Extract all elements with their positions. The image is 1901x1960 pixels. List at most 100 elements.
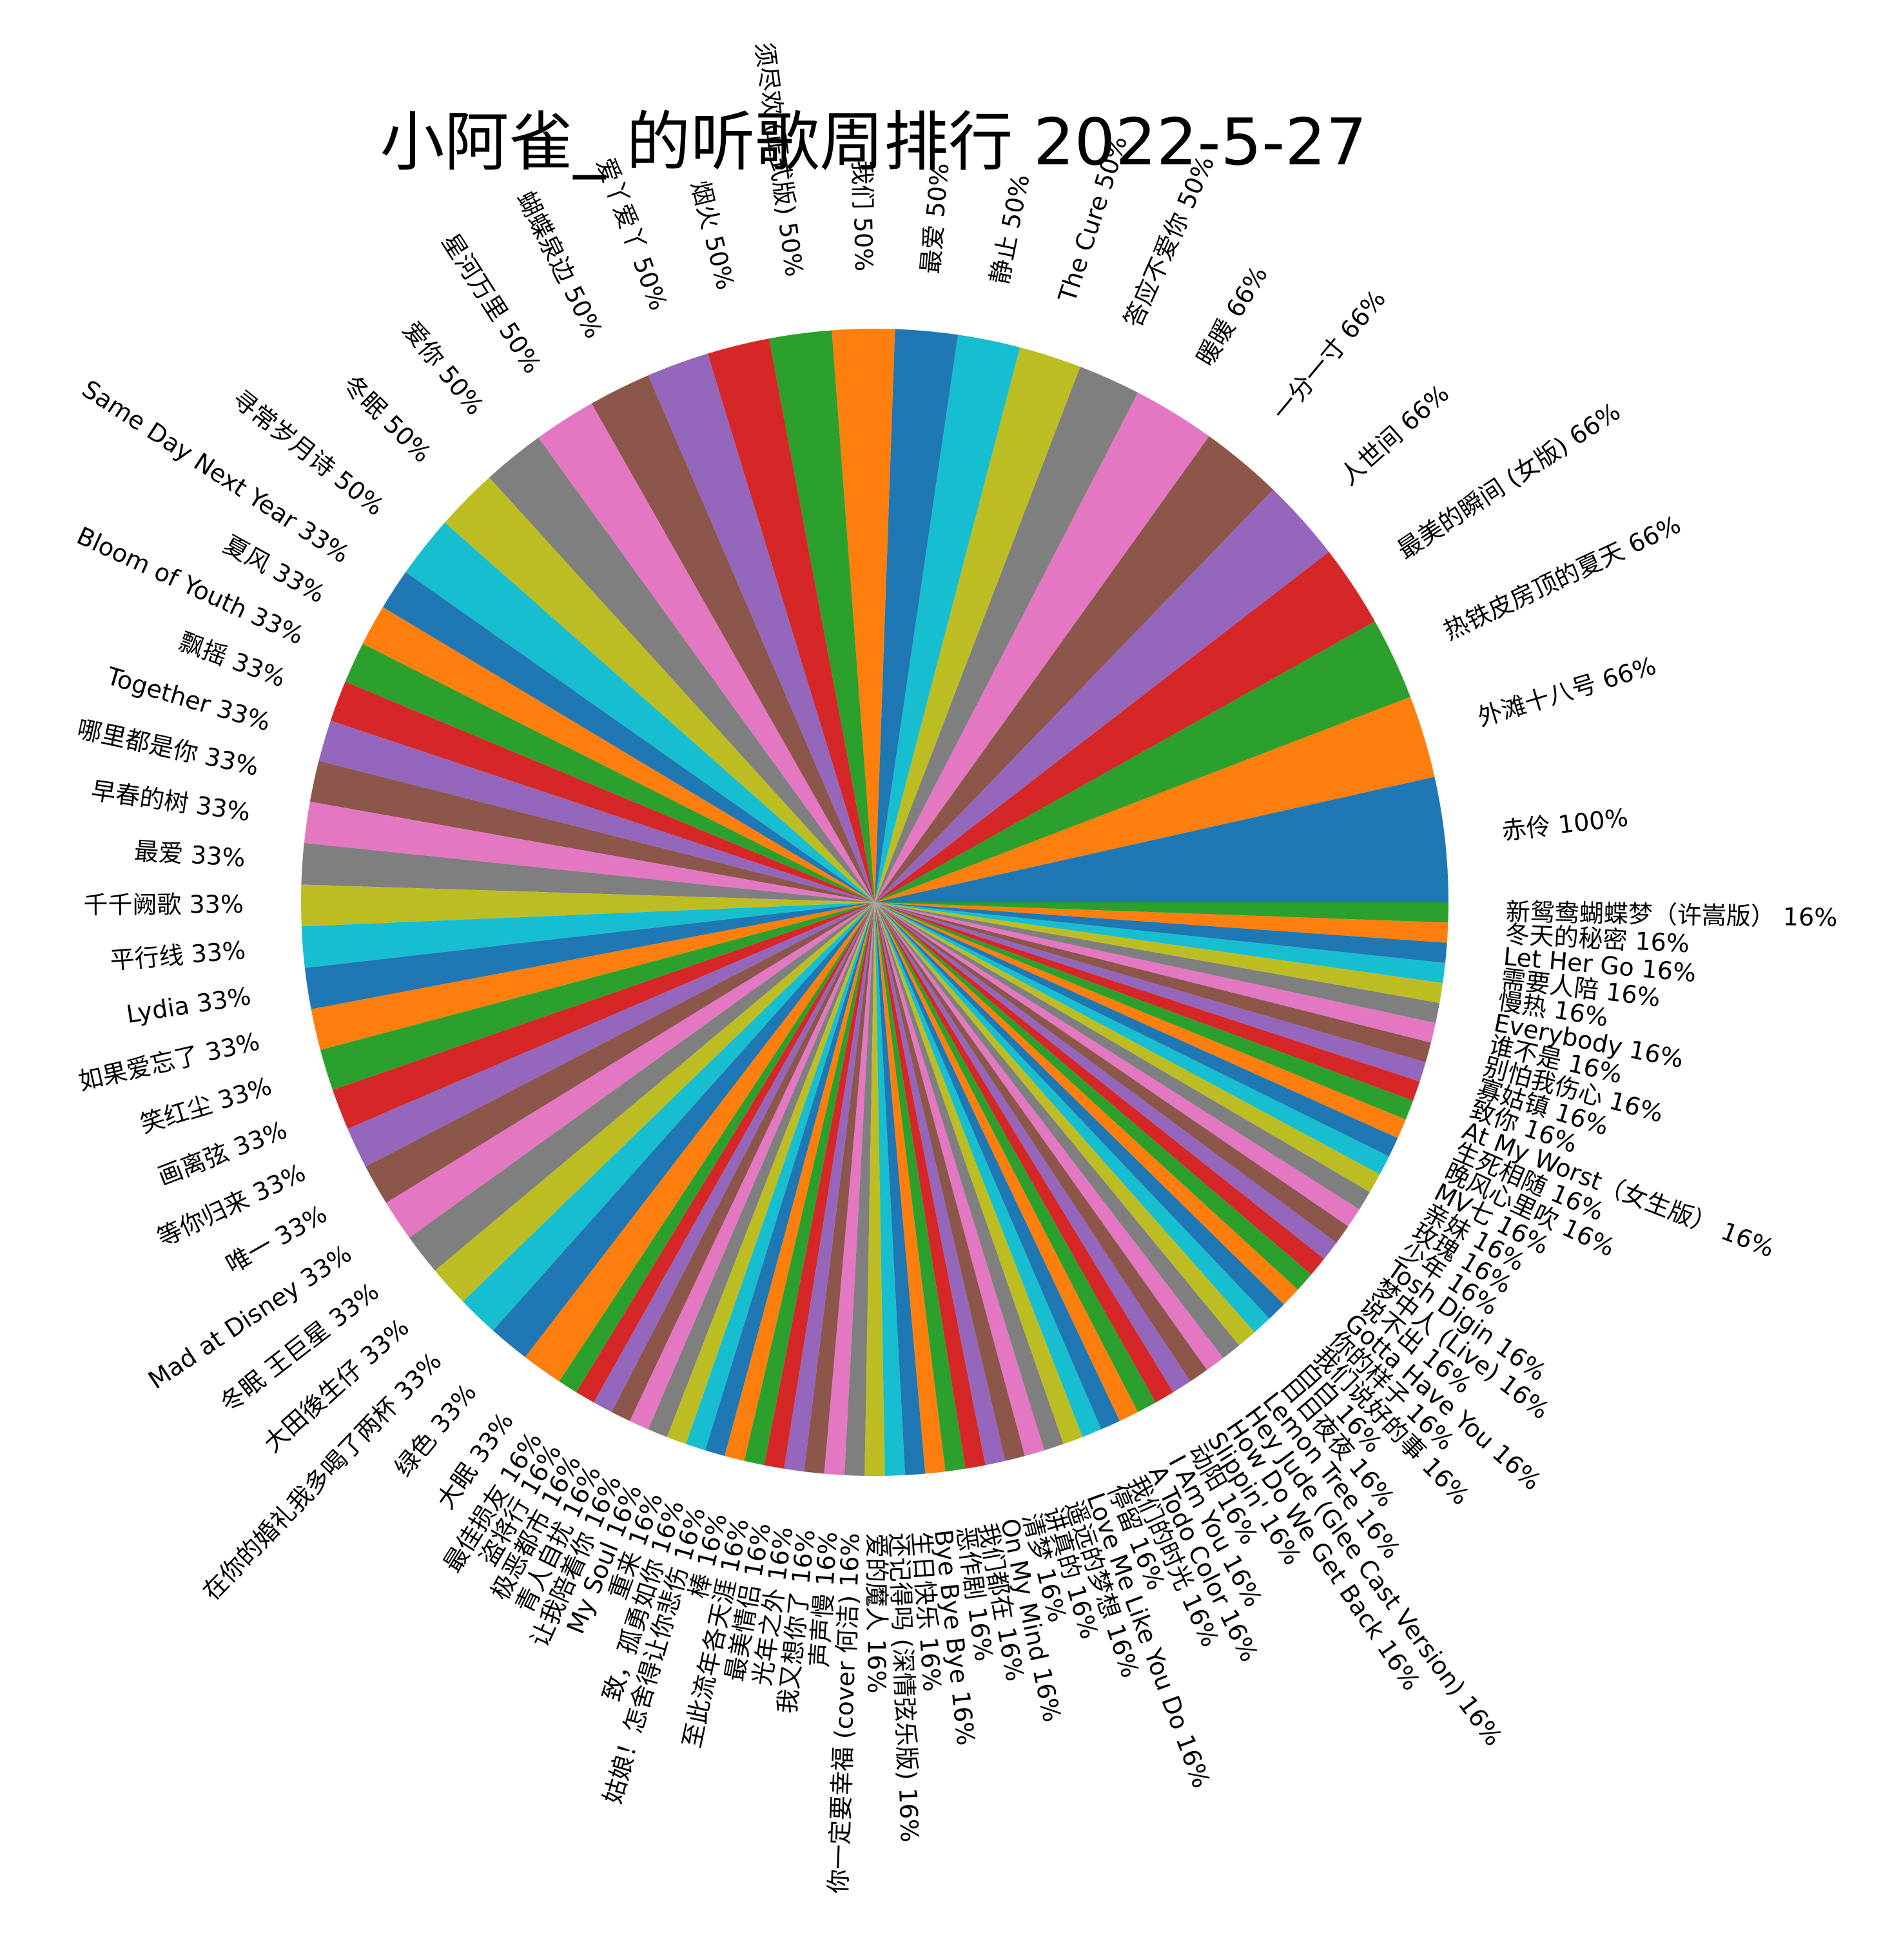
pie-slice [875,902,1398,1157]
pie-slice [875,367,1138,902]
pie-slice [875,902,1426,1082]
pie-slice [875,902,1420,1101]
pie-slice [875,697,1435,902]
pie-slice [875,902,926,1475]
pie-slice [875,902,1025,1461]
pie-slice [705,902,875,1456]
pie-slice [875,902,1240,1358]
pie-slice [362,607,875,902]
slice-label: 一分一寸 66% [1267,284,1391,425]
pie-slice [784,902,875,1472]
pie-slice [875,902,1138,1421]
pie-slice [875,902,1436,1043]
pie-slice [385,902,875,1238]
pie-slice [875,902,1414,1120]
slice-label: 赤伶 100% [1500,803,1629,845]
pie-slice [538,403,875,902]
pie-slice [875,902,1380,1192]
pie-slice [559,902,875,1393]
pie-slice [409,902,875,1271]
pie-slice [875,902,1120,1430]
slice-label: 爱你 50% [397,316,489,420]
pie-slice [875,902,1325,1275]
pie-slice [320,902,875,1091]
pie-slice [875,902,1447,964]
slice-label: 平行线 33% [109,936,246,975]
pie-slice [875,902,1156,1412]
pie-slice [648,353,875,902]
pie-slice [366,902,875,1203]
pie-slice [875,335,1020,902]
pie-slice [875,902,1349,1243]
pie-slice [764,902,875,1469]
pie-slice [594,902,875,1412]
pie-slice [875,902,1191,1393]
slice-label: 外滩十八号 66% [1474,652,1659,732]
pie-slice [875,902,1448,943]
pie-slice [875,902,1431,1062]
slice-label: 暖暖 66% [1191,261,1273,371]
pie-slice [463,902,875,1331]
pie-slice [875,902,1370,1210]
pie-slice [332,902,875,1129]
slice-label: Lydia 33% [124,982,253,1029]
slice-label: 静止 50% [985,172,1035,287]
pie-slice [875,902,1406,1138]
pie-slice [648,902,875,1437]
slice-label: 烟火 50% [686,178,740,293]
pie-slice [875,902,966,1472]
pie-slice [347,902,875,1167]
pie-slice [875,902,1006,1466]
pie-slice [804,902,875,1474]
pie-slice [489,438,875,902]
slice-label: Hey Jude (Glee Cast Version) 16% [1239,1401,1508,1751]
pie-slice [875,902,906,1476]
pie-slice [445,477,875,902]
slice-label: 千千阙歌 33% [83,890,244,919]
pie-slice [875,902,1360,1227]
pie-slice [875,777,1448,902]
pie-slice [311,902,875,1051]
pie-slice [309,761,875,902]
pie-slice [875,902,1102,1437]
pie-slice [824,902,875,1475]
pie-slice [769,330,875,902]
pie-slice [875,902,1443,1004]
pie-slice [875,329,959,902]
pie-slice [875,489,1329,902]
pie-slice [864,902,885,1476]
pie-slice [744,902,875,1466]
pie-slice [875,393,1209,902]
pie-slice [707,338,875,902]
pie-slice [492,902,875,1357]
pie-slice [844,902,875,1476]
slice-label: 新鸳鸯蝴蝶梦（许嵩版） 16% [1506,898,1838,932]
pie-slice [434,902,875,1302]
pie-slice [875,621,1410,902]
slice-label: 我们 50% [848,160,878,271]
pie-slice [875,902,1298,1305]
pie-slice [875,902,1270,1332]
pie-slice [875,902,1223,1370]
pie-slice [875,902,1284,1319]
pie-slices [300,328,1449,1476]
pie-slice [591,375,875,902]
pie-slice [875,902,1083,1444]
pie-slice [875,436,1274,902]
pie-slice [686,902,875,1451]
slice-label: 星河万里 50% [436,228,547,378]
pie-slice [875,902,1045,1456]
slice-label: 最爱 33% [133,837,246,873]
pie-slice [330,681,875,902]
pie-slice [875,902,1337,1259]
pie-slice [875,902,1207,1382]
pie-slice [832,328,895,902]
pie-slice [525,902,875,1382]
pie-slice [304,801,875,902]
pie-slice [304,902,875,1009]
pie-slice [875,902,1255,1346]
pie-slice [382,572,875,902]
pie-slice [301,842,875,902]
pie-slice [576,902,875,1402]
